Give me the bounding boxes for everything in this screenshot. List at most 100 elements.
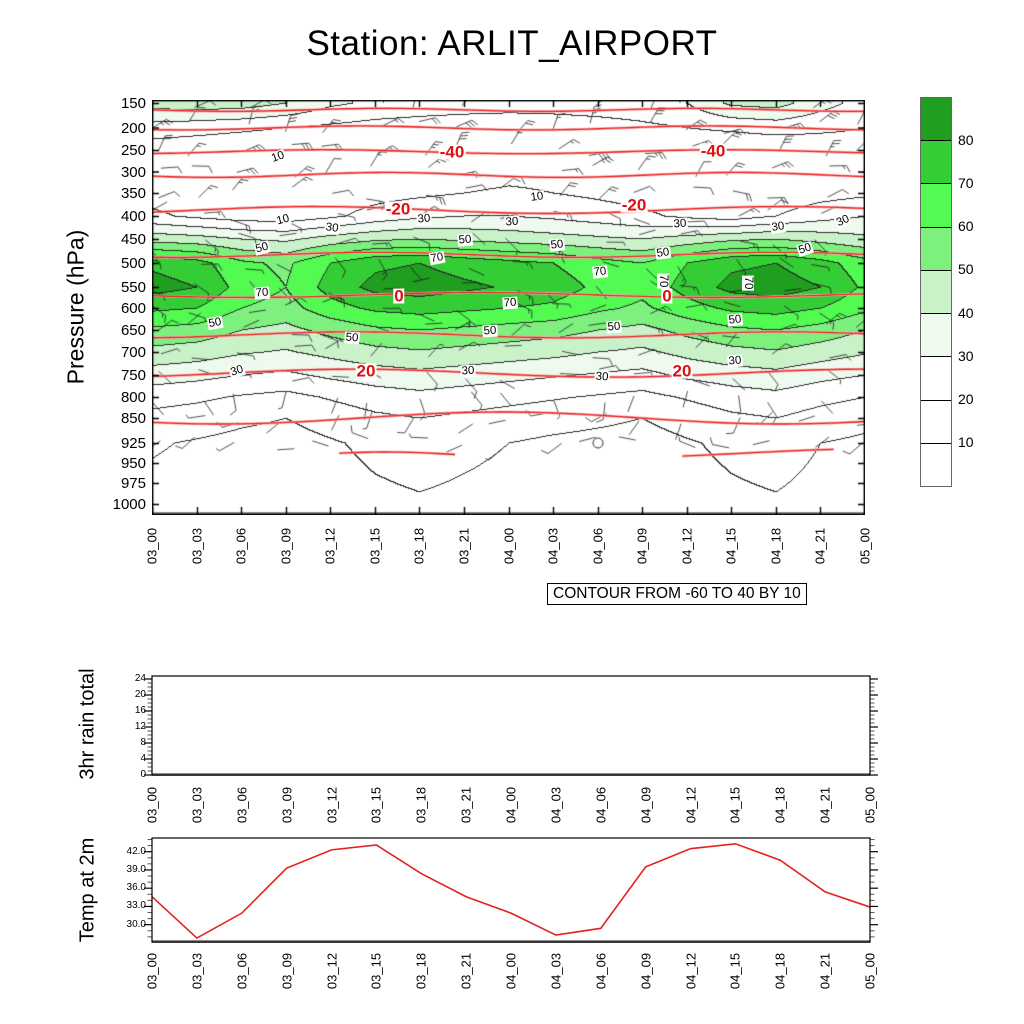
- temp-time-tick-label: 04_12: [683, 952, 698, 990]
- temp-ytick-label: 39.0: [126, 863, 146, 875]
- temp-ytick-label: 42.0: [126, 845, 146, 857]
- rain-time-tick-label: 04_18: [772, 786, 788, 824]
- page-title: Station: ARLIT_AIRPORT: [306, 24, 718, 63]
- pressure-tick-label: 975: [120, 475, 146, 492]
- contour-label: 10: [528, 190, 546, 204]
- time-tick-label: 05_00: [857, 527, 873, 565]
- pressure-tick-label: 850: [120, 410, 146, 427]
- temp-time-tick-label: 04_18: [772, 952, 788, 990]
- rain-time-tick-label: 04_21: [817, 786, 833, 824]
- pressure-tick-label: 300: [120, 163, 146, 181]
- temp-time-tick-label: 04_15: [727, 952, 743, 990]
- red-contour-label: -40: [699, 141, 727, 161]
- colorbar-tick-label: 40: [958, 304, 974, 321]
- pressure-tick-label: 950: [120, 455, 146, 472]
- pressure-tick-label: 400: [120, 208, 146, 225]
- colorbar-cell: [921, 184, 951, 228]
- temp-time-tick-label: 04_06: [593, 952, 609, 990]
- pressure-tick-label: 200: [120, 119, 146, 137]
- time-tick-label: 04_06: [590, 527, 606, 565]
- temp-line: [151, 842, 871, 940]
- temp-time-tick-label: 03_18: [413, 952, 429, 990]
- colorbar-cell: [921, 357, 951, 401]
- rain-ytick-label: 20: [134, 689, 146, 700]
- rain-ytick-label: 8: [140, 737, 146, 748]
- contour-label: 50: [654, 246, 672, 260]
- rain-ytick-label: 12: [134, 721, 146, 732]
- rain-time-tick-label: 04_03: [548, 786, 564, 824]
- time-tick-label: 03_18: [411, 527, 427, 565]
- temp-time-tick-label: 03_00: [144, 952, 160, 990]
- pressure-tick-label: 750: [120, 367, 146, 384]
- contour-label: 50: [549, 238, 565, 252]
- rain-time-tick-label: 04_00: [503, 786, 519, 824]
- rain-ytick-label: 0: [140, 769, 146, 780]
- panel-frame: [151, 675, 871, 776]
- time-tick-label: 03_21: [456, 527, 472, 565]
- temp-time-tick-label: 03_03: [189, 952, 205, 990]
- red-contour-label: -40: [438, 142, 466, 162]
- rain-time-tick-label: 03_00: [144, 786, 160, 824]
- time-tick-label: 04_12: [679, 527, 695, 565]
- rain-ytick-label: 16: [134, 705, 146, 716]
- rain-time-tick-label: 03_06: [234, 786, 250, 824]
- rain-time-tick-label: 03_12: [324, 786, 339, 824]
- contour-label: 50: [344, 331, 360, 345]
- contour-label: 30: [727, 354, 743, 368]
- temp-ytick-label: 36.0: [126, 882, 146, 894]
- contour-label: 70: [502, 296, 518, 310]
- colorbar-cell: [921, 400, 951, 444]
- pressure-axis-title: Pressure (hPa): [62, 229, 89, 385]
- pressure-tick-label: 600: [120, 300, 146, 317]
- rain-time-tick-label: 05_00: [862, 786, 878, 824]
- contour-label: 30: [504, 215, 520, 229]
- contour-label: 30: [769, 220, 787, 234]
- colorbar-cell: [921, 270, 951, 315]
- time-tick-label: 04_15: [723, 527, 739, 565]
- contour-label: 50: [606, 320, 622, 334]
- colorbar-tick-label: 80: [958, 132, 974, 149]
- time-tick-label: 03_06: [233, 527, 249, 565]
- pressure-tick-label: 650: [120, 322, 146, 339]
- red-contour-label: 20: [355, 361, 377, 381]
- colorbar-cell: [921, 227, 951, 271]
- humidity-colorbar: [920, 97, 952, 487]
- temp-time-tick-label: 03_21: [458, 952, 474, 990]
- temp-ytick-label: 33.0: [126, 900, 146, 912]
- contour-label: 50: [727, 313, 743, 327]
- temp-time-tick-label: 04_21: [817, 952, 833, 990]
- rain-time-tick-label: 04_12: [683, 786, 698, 824]
- rain-ytick-label: 24: [134, 673, 146, 684]
- contour-label: 50: [482, 324, 498, 338]
- temp-ytick-label: 30.0: [126, 918, 146, 930]
- colorbar-tick-label: 50: [958, 261, 974, 278]
- time-tick-label: 03_09: [278, 527, 294, 565]
- contour-label: 30: [323, 221, 341, 235]
- red-contour-label: 20: [671, 361, 693, 381]
- time-tick-label: 03_00: [144, 527, 160, 565]
- contour-label: 50: [457, 233, 473, 247]
- rain-time-tick-label: 03_18: [413, 786, 429, 824]
- rain-time-tick-label: 04_09: [638, 786, 654, 824]
- red-contour-label: -20: [620, 195, 648, 215]
- pressure-tick-label: 500: [120, 255, 146, 272]
- colorbar-cell: [921, 443, 951, 486]
- time-tick-label: 03_12: [322, 527, 338, 565]
- temp-time-tick-label: 03_12: [324, 952, 339, 990]
- contour-label: 50: [206, 315, 224, 331]
- pressure-tick-label: 1000: [112, 496, 146, 513]
- time-tick-label: 04_09: [634, 527, 650, 565]
- contour-label: 70: [254, 286, 270, 300]
- colorbar-tick-label: 20: [958, 390, 974, 407]
- rain-time-tick-label: 03_21: [458, 786, 474, 824]
- contour-label: 30: [672, 217, 688, 231]
- rain-time-tick-label: 03_09: [279, 786, 295, 824]
- temp-time-tick-label: 03_06: [234, 952, 250, 990]
- pressure-tick-label: 450: [120, 231, 146, 248]
- red-contour-label: 0: [393, 286, 405, 306]
- time-tick-label: 03_15: [367, 527, 383, 565]
- pressure-tick-label: 550: [120, 279, 146, 296]
- colorbar-cell: [921, 141, 951, 185]
- colorbar-tick-label: 60: [958, 218, 974, 235]
